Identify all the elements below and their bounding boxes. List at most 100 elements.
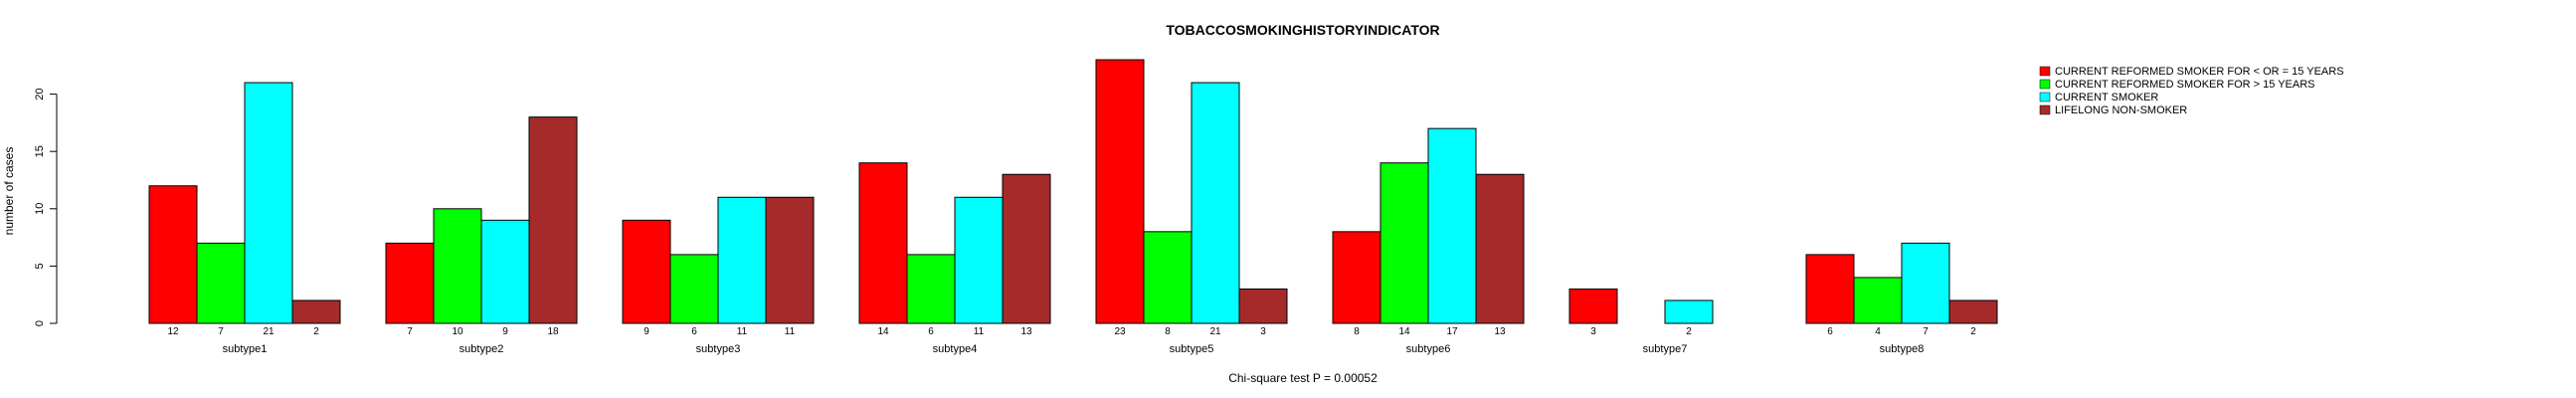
bar-count-label: 7 — [218, 326, 224, 337]
bar — [1332, 231, 1381, 324]
y-tick-label: 5 — [34, 263, 46, 269]
bar — [622, 219, 671, 324]
bar — [1805, 254, 1855, 324]
bar — [1427, 127, 1477, 324]
bar — [858, 162, 908, 324]
x-category-label: subtype7 — [1643, 343, 1688, 355]
bar — [480, 219, 530, 324]
bar — [1095, 59, 1145, 324]
bar-count-label: 3 — [1590, 326, 1596, 337]
bar-count-label: 11 — [785, 326, 796, 337]
bar-count-label: 10 — [452, 326, 463, 337]
legend-label: LIFELONG NON-SMOKER — [2055, 104, 2187, 116]
bar — [1948, 299, 1998, 324]
bar — [1475, 173, 1525, 324]
bar-count-label: 6 — [691, 326, 697, 337]
bar — [717, 196, 767, 324]
bar-count-label: 14 — [877, 326, 889, 337]
bar-group: 12 7 21 2 subtype1 — [148, 82, 341, 355]
bar — [1853, 277, 1903, 324]
bar — [433, 208, 482, 324]
legend: CURRENT REFORMED SMOKER FOR < OR = 15 YE… — [2039, 66, 2344, 116]
bar — [291, 299, 341, 324]
x-category-label: subtype2 — [460, 343, 504, 355]
legend-label: CURRENT SMOKER — [2055, 92, 2158, 103]
legend-item: CURRENT REFORMED SMOKER FOR < OR = 15 YE… — [2039, 66, 2344, 78]
legend-swatch — [2039, 92, 2051, 102]
bar-count-label: 12 — [167, 326, 179, 337]
bar-count-label: 14 — [1398, 326, 1410, 337]
bar — [1664, 299, 1714, 324]
bar — [1901, 242, 1950, 324]
bar-count-label: 13 — [1020, 326, 1032, 337]
x-category-label: subtype5 — [1170, 343, 1214, 355]
bar-count-label: 23 — [1114, 326, 1126, 337]
legend-label: CURRENT REFORMED SMOKER FOR > 15 YEARS — [2055, 79, 2315, 91]
legend-item: CURRENT REFORMED SMOKER FOR > 15 YEARS — [2039, 79, 2315, 91]
legend-swatch — [2039, 66, 2051, 77]
bar — [1143, 231, 1193, 324]
bar-count-label: 7 — [407, 326, 413, 337]
bar-count-label: 8 — [1354, 326, 1360, 337]
bar-count-label: 8 — [1165, 326, 1171, 337]
bar-count-label: 21 — [1209, 326, 1221, 337]
bar-count-label: 9 — [502, 326, 508, 337]
y-tick-label: 15 — [34, 145, 46, 157]
bar — [148, 185, 198, 324]
x-category-label: subtype3 — [696, 343, 741, 355]
y-axis: 0 5 10 15 20 — [34, 88, 58, 326]
legend-swatch — [2039, 104, 2051, 115]
legend-item: CURRENT SMOKER — [2039, 92, 2158, 103]
bar-group: 14 6 11 13 subtype4 — [858, 162, 1051, 355]
bar — [1002, 173, 1051, 324]
bar — [385, 242, 435, 324]
bar-group: 23 8 21 3 subtype5 — [1095, 59, 1288, 355]
bar-count-label: 2 — [1686, 326, 1692, 337]
bar-group: 3 2 subtype7 — [1568, 288, 1714, 355]
bar-count-label: 18 — [547, 326, 559, 337]
bar — [244, 82, 293, 324]
bar-count-label: 4 — [1875, 326, 1881, 337]
bar-count-label: 6 — [928, 326, 934, 337]
bar-count-label: 2 — [313, 326, 319, 337]
bar — [528, 116, 578, 324]
y-axis-label: number of cases — [2, 147, 16, 236]
bar-count-label: 6 — [1827, 326, 1833, 337]
bar-group: 6 4 7 2 subtype8 — [1805, 242, 1998, 355]
x-axis-label: Chi-square test P = 0.00052 — [1228, 371, 1378, 385]
bar-group: 7 10 9 18 subtype2 — [385, 116, 578, 355]
bar-group: 9 6 11 11 subtype3 — [622, 196, 815, 355]
bar — [196, 242, 246, 324]
bar-count-label: 7 — [1923, 326, 1929, 337]
bar-count-label: 17 — [1446, 326, 1458, 337]
x-category-label: subtype1 — [223, 343, 268, 355]
legend-item: LIFELONG NON-SMOKER — [2039, 104, 2187, 116]
x-category-label: subtype6 — [1406, 343, 1451, 355]
bar — [954, 196, 1004, 324]
bar-count-label: 2 — [1970, 326, 1976, 337]
y-tick-label: 20 — [34, 88, 46, 100]
x-category-label: subtype8 — [1880, 343, 1925, 355]
bar — [906, 254, 956, 324]
bar-count-label: 11 — [737, 326, 748, 337]
bar — [669, 254, 719, 324]
legend-swatch — [2039, 79, 2051, 90]
y-tick-label: 10 — [34, 203, 46, 215]
bar-count-label: 13 — [1494, 326, 1506, 337]
bars: 12 7 21 2 subtype1 7 10 9 18 subtype2 9 6 11 11 subtyp… — [148, 59, 1998, 355]
bar-count-label: 11 — [974, 326, 985, 337]
bar-count-label: 21 — [263, 326, 275, 337]
legend-label: CURRENT REFORMED SMOKER FOR < OR = 15 YE… — [2055, 66, 2344, 78]
bar — [1191, 82, 1240, 324]
x-category-label: subtype4 — [933, 343, 978, 355]
bar-group: 8 14 17 13 subtype6 — [1332, 127, 1525, 355]
y-tick-label: 0 — [34, 320, 46, 326]
chart-title: TOBACCOSMOKINGHISTORYINDICATOR — [1166, 22, 1439, 38]
bar-count-label: 3 — [1260, 326, 1266, 337]
bar — [1568, 288, 1618, 324]
bar-count-label: 9 — [644, 326, 649, 337]
bar — [765, 196, 815, 324]
bar — [1380, 162, 1429, 324]
bar — [1238, 288, 1288, 324]
